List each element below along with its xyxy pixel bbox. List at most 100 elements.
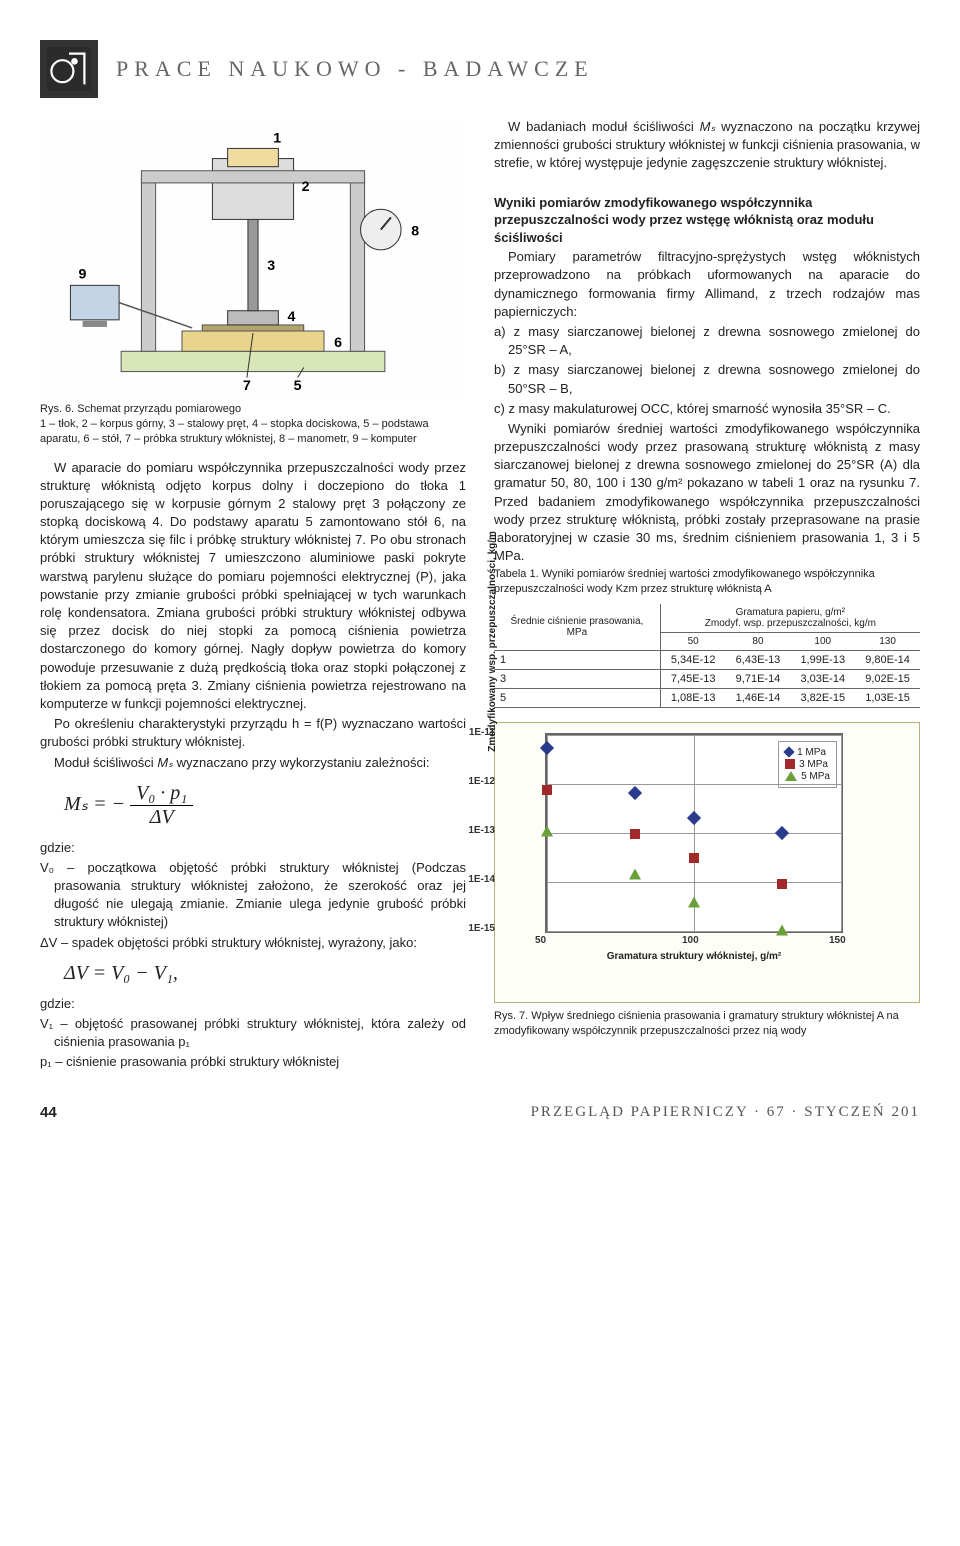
txt: W badaniach moduł ściśliwości (508, 119, 700, 134)
table-row: 51,08E-131,46E-143,82E-151,03E-15 (494, 688, 920, 707)
chart-marker (540, 741, 554, 755)
txt: Moduł ściśliwości (54, 755, 157, 770)
table-cell: 1,08E-13 (660, 688, 725, 707)
ytick-label: 1E-11 (453, 727, 495, 738)
chart-marker (688, 897, 700, 908)
xtick-label: 50 (535, 935, 546, 946)
chart-ylabel: Zmodyfikowany wsp. przepuszczalności, kg… (487, 532, 498, 753)
table-cell: 1,99E-13 (790, 650, 855, 669)
formula-lhs: Mₛ = − (64, 793, 125, 815)
chart-marker (776, 925, 788, 936)
table-cell: 7,45E-13 (660, 669, 725, 688)
chart-marker (687, 811, 701, 825)
table-1-caption: Tabela 1. Wyniki pomiarów średniej warto… (494, 567, 920, 596)
sym-ms: Mₛ (157, 755, 173, 770)
ytick-label: 1E-15 (453, 923, 495, 934)
formula-dv: ΔV = V₀ − V₁, (64, 962, 466, 985)
def-v1: V₁ – objętość prasowanej próbki struktur… (40, 1015, 466, 1051)
chart-marker (689, 853, 699, 863)
para-left-2: Po określeniu charakterystyki przyrządu … (40, 715, 466, 751)
svg-text:8: 8 (411, 224, 419, 240)
chart-xlabel: Gramatura struktury włóknistej, g/m² (545, 951, 843, 962)
chart-marker (775, 826, 789, 840)
page: PRACE NAUKOWO - BADAWCZE (0, 0, 960, 1141)
table-cell: 3,03E-14 (790, 669, 855, 688)
table-cell: 1,46E-14 (726, 688, 791, 707)
chart-legend: 1 MPa 3 MPa 5 MPa (778, 741, 837, 788)
gdzie-2: gdzie: (40, 995, 466, 1013)
figure-6-caption: Rys. 6. Schemat przyrządu pomiarowego 1 … (40, 402, 466, 447)
svg-text:9: 9 (79, 266, 87, 282)
ytick-label: 1E-13 (453, 825, 495, 836)
left-column: 1 2 3 4 5 6 7 8 9 Rys. 6. Schemat przyrz… (40, 118, 466, 1074)
table-col-header: 50 (660, 632, 725, 650)
list-item-b: b) z masy siarczanowej bielonej z drewna… (494, 361, 920, 397)
svg-text:2: 2 (302, 179, 310, 195)
results-heading: Wyniki pomiarów zmodyfikowanego współczy… (494, 194, 920, 247)
table-cell: 6,43E-13 (726, 650, 791, 669)
table-cell: 5 (494, 688, 660, 707)
table-row: 15,34E-126,43E-131,99E-139,80E-14 (494, 650, 920, 669)
table-col-header: 80 (726, 632, 791, 650)
para-left-3: Moduł ściśliwości Mₛ wyznaczano przy wyk… (40, 754, 466, 772)
xtick-label: 150 (829, 935, 846, 946)
formula-ms: Mₛ = − V₀ · p₁ ΔV (64, 782, 466, 829)
ytick-label: 1E-12 (453, 776, 495, 787)
gdzie-1: gdzie: (40, 839, 466, 857)
table-cell: 9,80E-14 (855, 650, 920, 669)
table-1: Średnie ciśnienie prasowania,MPa Gramatu… (494, 604, 920, 708)
para-right-2: Pomiary parametrów filtracyjno-sprężysty… (494, 248, 920, 321)
svg-text:1: 1 (273, 130, 281, 146)
right-column: W badaniach moduł ściśliwości Mₛ wyznacz… (494, 118, 920, 1074)
table-cell: 1 (494, 650, 660, 669)
def-p1: p₁ – ciśnienie prasowania próbki struktu… (40, 1053, 466, 1071)
def-v0: V₀ – początkowa objętość próbki struktur… (40, 859, 466, 932)
list-item-a: a) z masy siarczanowej bielonej z drewna… (494, 323, 920, 359)
chart-marker (628, 786, 642, 800)
list-item-c: c) z masy makulaturowej OCC, której smar… (494, 400, 920, 418)
table-cell: 9,02E-15 (855, 669, 920, 688)
legend-label: 5 MPa (801, 771, 830, 782)
formula-num: V₀ · p₁ (130, 782, 193, 806)
chart-marker (630, 829, 640, 839)
th: Zmodyf. wsp. przepuszczalności, kg/m (705, 618, 876, 629)
chart-marker (629, 868, 641, 879)
page-footer: 44 PRZEGLĄD PAPIERNICZY · 67 · STYCZEŃ 2… (40, 1104, 920, 1121)
journal-footer: PRZEGLĄD PAPIERNICZY · 67 · STYCZEŃ 201 (531, 1104, 920, 1121)
svg-text:7: 7 (243, 378, 251, 394)
para-left-1: W aparacie do pomiaru współczynnika prze… (40, 459, 466, 714)
figure-6-diagram: 1 2 3 4 5 6 7 8 9 (40, 118, 466, 402)
th: Średnie ciśnienie prasowania, (510, 616, 643, 627)
table-cell: 3,82E-15 (790, 688, 855, 707)
table-col-header: 130 (855, 632, 920, 650)
chart-marker (541, 826, 553, 837)
figure-7-chart: Zmodyfikowany wsp. przepuszczalności, kg… (494, 722, 920, 1003)
table-cell: 5,34E-12 (660, 650, 725, 669)
page-header: PRACE NAUKOWO - BADAWCZE (40, 40, 920, 98)
legend-label: 3 MPa (799, 759, 828, 770)
body-columns: 1 2 3 4 5 6 7 8 9 Rys. 6. Schemat przyrz… (40, 118, 920, 1074)
journal-logo (40, 40, 98, 98)
svg-text:5: 5 (294, 378, 302, 394)
th: MPa (567, 627, 588, 638)
para-right-3: Wyniki pomiarów średniej wartości zmodyf… (494, 420, 920, 566)
page-number: 44 (40, 1104, 57, 1121)
table-cell: 3 (494, 669, 660, 688)
formula-den: ΔV (130, 806, 193, 829)
chart-marker (542, 785, 552, 795)
figure-7-caption: Rys. 7. Wpływ średniego ciśnienia prasow… (494, 1009, 920, 1039)
table-row: 37,45E-139,71E-143,03E-149,02E-15 (494, 669, 920, 688)
chart-marker (777, 879, 787, 889)
sym-ms-2: Mₛ (700, 119, 716, 134)
svg-text:3: 3 (267, 258, 275, 274)
svg-text:4: 4 (287, 309, 295, 325)
def-dv: ΔV – spadek objętości próbki struktury w… (40, 934, 466, 952)
ytick-label: 1E-14 (453, 874, 495, 885)
th: Gramatura papieru, g/m² (736, 607, 846, 618)
table-col-header: 100 (790, 632, 855, 650)
svg-text:6: 6 (334, 335, 342, 351)
table-cell: 1,03E-15 (855, 688, 920, 707)
table-cell: 9,71E-14 (726, 669, 791, 688)
xtick-label: 100 (682, 935, 699, 946)
legend-label: 1 MPa (797, 747, 826, 758)
